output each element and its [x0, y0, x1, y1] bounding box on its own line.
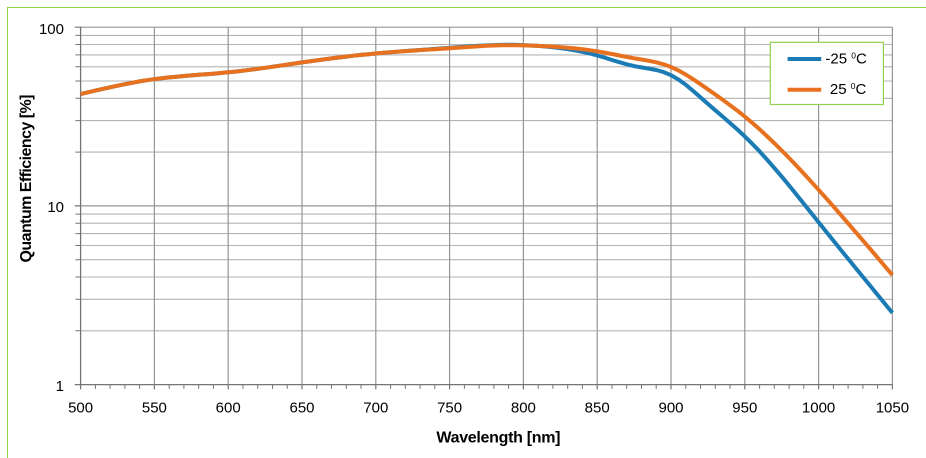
svg-text:10: 10: [47, 199, 64, 216]
svg-text:900: 900: [658, 400, 683, 417]
svg-text:850: 850: [585, 400, 610, 417]
svg-text:950: 950: [732, 400, 757, 417]
svg-text:700: 700: [363, 400, 388, 417]
svg-text:25 0C: 25 0C: [830, 81, 867, 98]
svg-text:1: 1: [56, 378, 64, 395]
svg-text:100: 100: [39, 21, 64, 38]
svg-text:750: 750: [437, 400, 462, 417]
svg-text:1050: 1050: [876, 400, 909, 417]
svg-text:600: 600: [216, 400, 241, 417]
svg-text:650: 650: [289, 400, 314, 417]
svg-text:1000: 1000: [802, 400, 835, 417]
svg-text:-25 0C: -25 0C: [825, 50, 867, 67]
svg-text:Quantum Efficiency [%]: Quantum Efficiency [%]: [18, 95, 35, 263]
svg-text:800: 800: [511, 400, 536, 417]
svg-text:Wavelength [nm]: Wavelength [nm]: [436, 430, 560, 447]
svg-text:500: 500: [68, 400, 93, 417]
svg-text:550: 550: [142, 400, 167, 417]
